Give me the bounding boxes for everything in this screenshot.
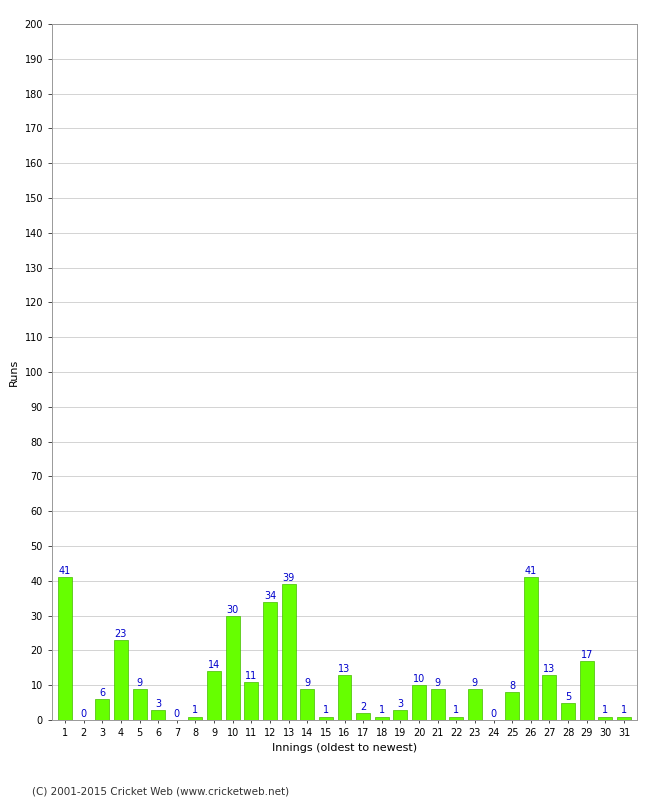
Bar <box>561 702 575 720</box>
Bar <box>226 616 240 720</box>
Bar <box>375 717 389 720</box>
Text: 13: 13 <box>339 664 350 674</box>
Text: 9: 9 <box>304 678 310 688</box>
Bar <box>58 578 72 720</box>
Text: 39: 39 <box>283 574 294 583</box>
Bar <box>599 717 612 720</box>
Bar <box>543 674 556 720</box>
Text: 1: 1 <box>379 706 385 715</box>
Bar <box>133 689 146 720</box>
Bar <box>96 699 109 720</box>
Text: 14: 14 <box>208 660 220 670</box>
Text: 23: 23 <box>115 629 127 639</box>
Text: 0: 0 <box>81 709 86 719</box>
Text: 9: 9 <box>136 678 142 688</box>
Text: 34: 34 <box>264 590 276 601</box>
Text: 10: 10 <box>413 674 425 684</box>
Text: 3: 3 <box>397 698 404 709</box>
Text: 11: 11 <box>245 670 257 681</box>
Bar <box>337 674 352 720</box>
Text: 3: 3 <box>155 698 161 709</box>
Text: 8: 8 <box>509 681 515 691</box>
Text: 13: 13 <box>543 664 556 674</box>
Bar <box>356 713 370 720</box>
Bar <box>468 689 482 720</box>
Bar <box>524 578 538 720</box>
Text: 1: 1 <box>603 706 608 715</box>
Text: 1: 1 <box>453 706 460 715</box>
Text: 9: 9 <box>435 678 441 688</box>
Text: (C) 2001-2015 Cricket Web (www.cricketweb.net): (C) 2001-2015 Cricket Web (www.cricketwe… <box>32 786 290 796</box>
Bar <box>580 661 593 720</box>
Bar <box>319 717 333 720</box>
Bar <box>263 602 277 720</box>
Text: 1: 1 <box>323 706 329 715</box>
Text: 6: 6 <box>99 688 105 698</box>
Bar <box>244 682 258 720</box>
Bar <box>412 685 426 720</box>
Text: 5: 5 <box>565 691 571 702</box>
Bar <box>393 710 408 720</box>
Bar <box>449 717 463 720</box>
Bar <box>151 710 165 720</box>
Bar <box>431 689 445 720</box>
Bar <box>505 692 519 720</box>
Text: 41: 41 <box>525 566 537 576</box>
Text: 1: 1 <box>192 706 198 715</box>
Text: 30: 30 <box>227 605 239 614</box>
Text: 9: 9 <box>472 678 478 688</box>
Bar <box>188 717 202 720</box>
Text: 17: 17 <box>580 650 593 660</box>
Text: 0: 0 <box>174 709 180 719</box>
Text: 41: 41 <box>59 566 71 576</box>
Bar <box>281 584 296 720</box>
Text: 2: 2 <box>360 702 366 712</box>
Bar <box>617 717 631 720</box>
Text: 0: 0 <box>491 709 497 719</box>
Bar <box>207 671 221 720</box>
Text: 1: 1 <box>621 706 627 715</box>
Bar <box>114 640 128 720</box>
Y-axis label: Runs: Runs <box>9 358 19 386</box>
Bar <box>300 689 314 720</box>
X-axis label: Innings (oldest to newest): Innings (oldest to newest) <box>272 743 417 753</box>
